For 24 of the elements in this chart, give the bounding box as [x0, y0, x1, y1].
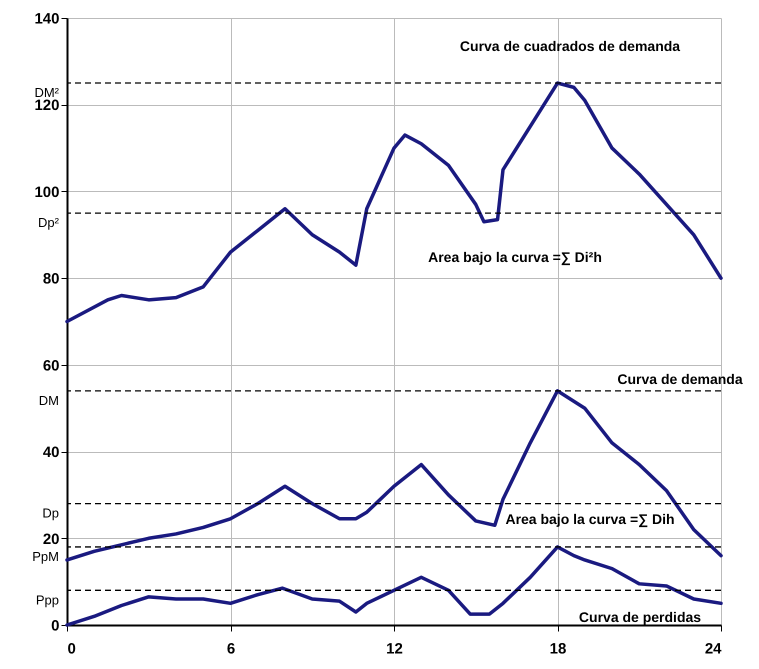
annotation: Curva de cuadrados de demanda	[460, 38, 680, 54]
ref-line-label: Dp	[42, 506, 59, 521]
y-tick-label: 60	[42, 357, 60, 374]
ref-line-label: PpM	[32, 548, 59, 564]
line-series	[65, 81, 723, 324]
x-tick-label: 6	[226, 640, 236, 658]
x-tick-label: 12	[386, 640, 403, 658]
ref-line-label: Dp²	[38, 215, 60, 230]
ref-line-label: Ppp	[36, 592, 59, 608]
x-tick-label: 24	[704, 640, 722, 658]
x-tick-label: 0	[68, 640, 76, 658]
annotation: Curva de perdidas	[578, 609, 702, 625]
line-series	[65, 389, 723, 562]
annotation: Curva de demanda	[617, 371, 743, 387]
y-tick-label: 140	[34, 10, 60, 28]
y-tick-label: 0	[51, 618, 60, 634]
annotation: Area bajo la curva =∑ Dih	[505, 511, 675, 528]
y-tick-label: 100	[34, 184, 60, 201]
y-tick-label: 40	[42, 444, 60, 462]
x-tick-label: 18	[550, 640, 566, 658]
y-tick-label: 80	[42, 270, 60, 288]
ref-line-label: DM	[38, 392, 59, 408]
annotation: Area bajo la curva =∑ Di²h	[428, 249, 602, 266]
y-tick-label: 20	[42, 530, 60, 548]
